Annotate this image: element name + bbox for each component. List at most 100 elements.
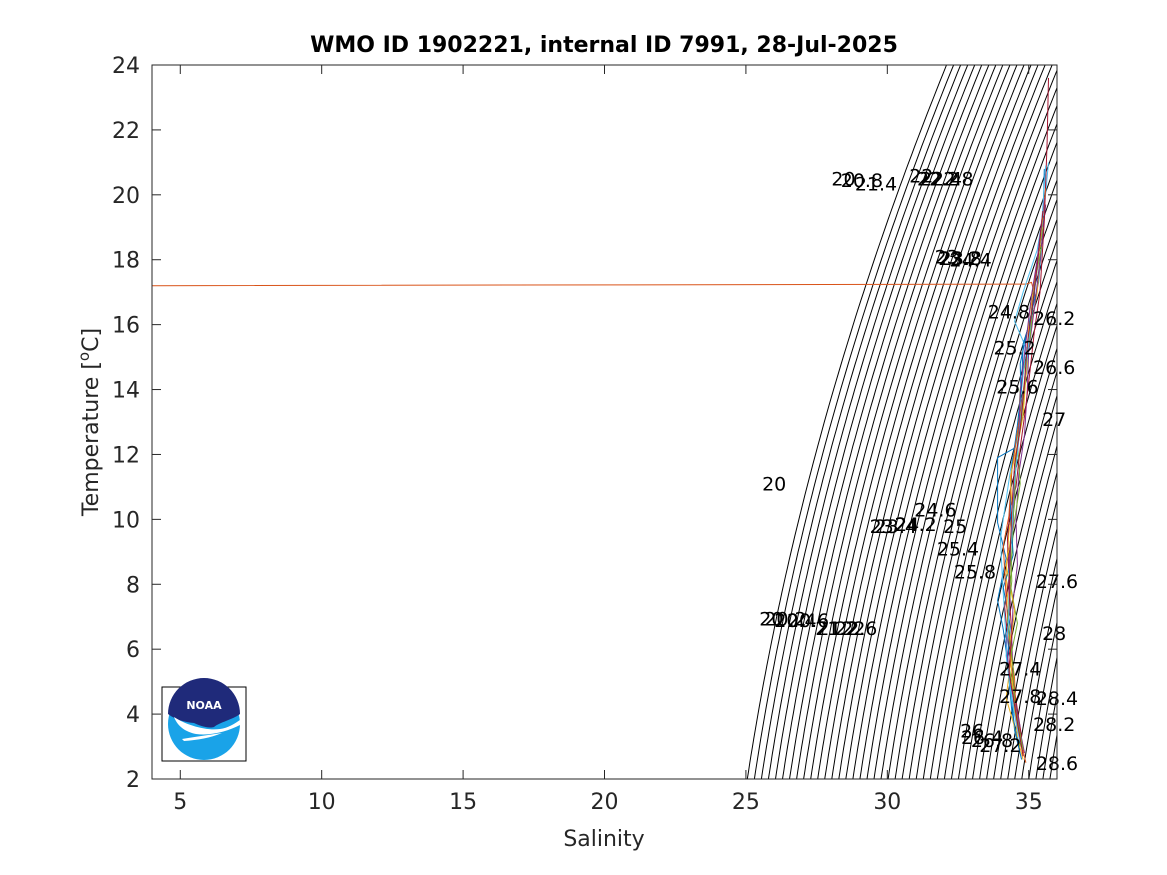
contour-label: 21 (817, 618, 841, 640)
contour-label: 20 (762, 474, 786, 496)
contour-label: 26.2 (1033, 308, 1075, 330)
contour-label: 25.6 (996, 376, 1038, 398)
logo-wave-icon (182, 733, 222, 741)
contour-label: 27.2 (979, 735, 1021, 757)
contour-label: 22.4 (920, 169, 962, 191)
contour-label: 26 (960, 720, 984, 742)
isopycnal-line (1014, 556, 1057, 779)
density-contours (746, 65, 1057, 779)
isopycnal-line (915, 217, 1057, 779)
isopycnal-line (810, 65, 1011, 779)
isopycnal-line (782, 65, 983, 779)
y-axis-label-main: Temperature [ (79, 361, 104, 517)
isopycnal-line (824, 65, 1025, 779)
contour-label: 23.2 (938, 248, 980, 270)
contour-label: 23.4 (875, 516, 917, 538)
contour-label: 26.4 (961, 727, 1003, 749)
contour-label: 26.6 (1033, 357, 1075, 379)
contour-label: 25 (943, 516, 967, 538)
y-tick-label: 12 (112, 443, 140, 468)
isopycnal-line (880, 122, 1057, 779)
y-tick-label: 8 (126, 573, 140, 598)
x-tick-label: 35 (1015, 790, 1043, 815)
contour-label: 22 (909, 165, 933, 187)
contour-label: 23 (870, 516, 894, 538)
contour-label: 25.2 (993, 337, 1035, 359)
isopycnal-line (922, 238, 1057, 779)
x-tick-label: 5 (173, 790, 187, 815)
isopycnal-line (803, 65, 1004, 779)
noaa-logo: NOAA (161, 678, 247, 762)
y-tick-label: 16 (112, 314, 140, 339)
isopycnal-line (789, 65, 990, 779)
profile-line (1008, 227, 1044, 747)
logo-text: NOAA (186, 699, 222, 712)
contour-label: 24.2 (894, 514, 936, 536)
y-axis-label-sup: o (75, 352, 93, 361)
profile-line (1002, 256, 1040, 747)
contour-label: 21.2 (815, 618, 857, 640)
isopycnal-line (1000, 498, 1057, 779)
isopycnal-line (965, 369, 1057, 779)
isopycnal-line (1028, 619, 1057, 779)
isopycnal-line (859, 68, 1057, 779)
x-tick-label: 20 (591, 790, 619, 815)
contour-label: 20.8 (841, 170, 883, 192)
isopycnal-line (929, 259, 1057, 779)
contour-label: 25.8 (954, 561, 996, 583)
isopycnal-line (838, 65, 1039, 779)
isopycnal-line (753, 65, 955, 779)
isopycnal-line (936, 280, 1057, 779)
contour-label: 21.4 (855, 174, 897, 196)
isopycnal-line (831, 65, 1032, 779)
y-tick-label: 4 (126, 703, 140, 728)
isopycnal-line (775, 65, 976, 779)
contour-label: 20.4 (774, 610, 816, 632)
isopycnal-line (767, 65, 969, 779)
contour-label: 23.8 (940, 248, 982, 270)
y-tick-label: 20 (112, 184, 140, 209)
isopycnal-line (993, 470, 1057, 779)
isopycnal-line (972, 393, 1057, 779)
contour-label: 24.8 (988, 302, 1030, 324)
contour-label: 22.8 (931, 169, 973, 191)
contour-label: 22 (841, 618, 865, 640)
profile-line (1004, 77, 1049, 737)
isopycnal-line (1007, 526, 1057, 779)
x-tick-label: 15 (449, 790, 477, 815)
isopycnal-line (894, 159, 1057, 779)
isopycnal-line (901, 178, 1057, 779)
isopycnal-line (760, 65, 962, 779)
isopycnal-line (746, 65, 947, 779)
y-tick-label: 10 (112, 508, 140, 533)
contour-label: 20.2 (764, 608, 806, 630)
contour-label: 20 (759, 608, 783, 630)
x-tick-label: 30 (873, 790, 901, 815)
contour-label: 20 (831, 169, 855, 191)
y-tick-label: 18 (112, 249, 140, 274)
y-tick-label: 22 (112, 119, 140, 144)
isopycnal-line (887, 140, 1057, 779)
y-tick-label: 2 (126, 768, 140, 793)
contour-label: 24 (895, 514, 919, 536)
contour-label: 24.6 (914, 500, 956, 522)
logo-gull-icon (174, 717, 240, 735)
x-tick-label: 10 (308, 790, 336, 815)
isopycnal-line (1021, 587, 1057, 779)
contour-label: 25.4 (937, 539, 979, 561)
chart-title: WMO ID 1902221, internal ID 7991, 28-Jul… (310, 33, 898, 58)
profile-series (152, 77, 1049, 763)
isopycnal-line (845, 65, 1046, 779)
x-tick-label: 25 (732, 790, 760, 815)
y-axis-label: Temperature [oC] (75, 328, 104, 517)
contour-label: 28 (1042, 623, 1066, 645)
contour-label: 22.6 (835, 618, 877, 640)
contour-label: 24.4 (950, 250, 992, 272)
y-axis-label-end: C] (79, 328, 104, 352)
isopycnal-line (852, 65, 1053, 779)
contour-label: 27.8 (999, 686, 1041, 708)
y-tick-label: 14 (112, 379, 140, 404)
isopycnal-line (796, 65, 997, 779)
